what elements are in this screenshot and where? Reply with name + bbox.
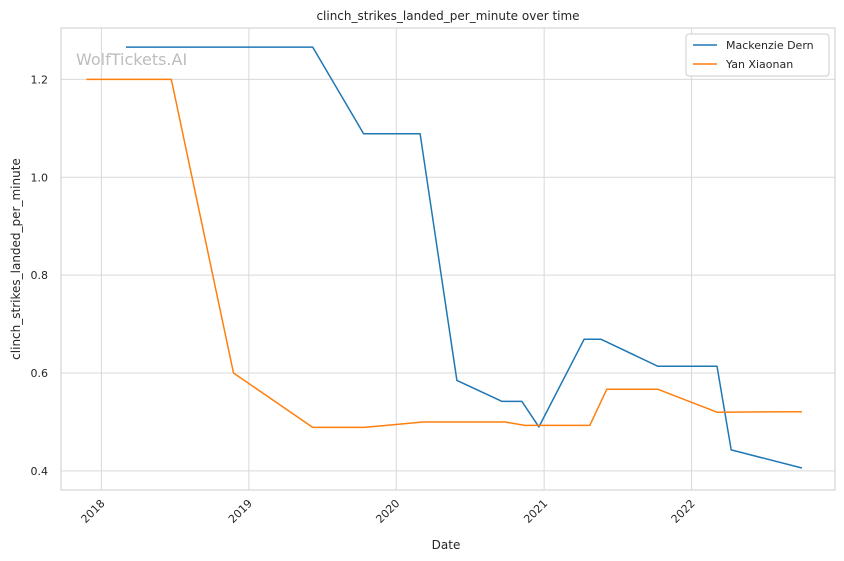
y-tick-label: 0.8	[31, 269, 49, 282]
grid-lines	[61, 28, 835, 490]
chart-title: clinch_strikes_landed_per_minute over ti…	[316, 9, 579, 23]
plot-area	[60, 27, 836, 491]
x-axis-label: Date	[432, 538, 461, 552]
series-line-yan-xiaonan	[86, 78, 802, 429]
y-tick-labels: 0.4 0.6 0.8 1.0 1.2	[31, 73, 49, 478]
series-layer	[86, 46, 803, 469]
x-tick-label: 2018	[79, 497, 108, 526]
legend: Mackenzie Dern Yan Xiaonan	[685, 33, 830, 77]
x-tick-label: 2019	[226, 497, 255, 526]
legend-label-mackenzie-dern: Mackenzie Dern	[726, 39, 814, 52]
x-tick-label: 2020	[373, 497, 402, 526]
x-tick-label: 2021	[521, 497, 550, 526]
series-line-mackenzie-dern	[126, 46, 803, 469]
x-tick-labels: 2018 2019 2020 2021 2022	[79, 497, 698, 526]
watermark: WolfTickets.AI	[76, 50, 187, 69]
y-tick-label: 0.6	[31, 367, 49, 380]
y-axis-label: clinch_strikes_landed_per_minute	[9, 158, 23, 360]
y-tick-label: 0.4	[31, 465, 49, 478]
y-tick-label: 1.2	[31, 73, 49, 86]
legend-box	[685, 33, 830, 77]
x-tick-label: 2022	[669, 497, 698, 526]
y-tick-label: 1.0	[31, 171, 49, 184]
legend-label-yan-xiaonan: Yan Xiaonan	[725, 58, 793, 71]
